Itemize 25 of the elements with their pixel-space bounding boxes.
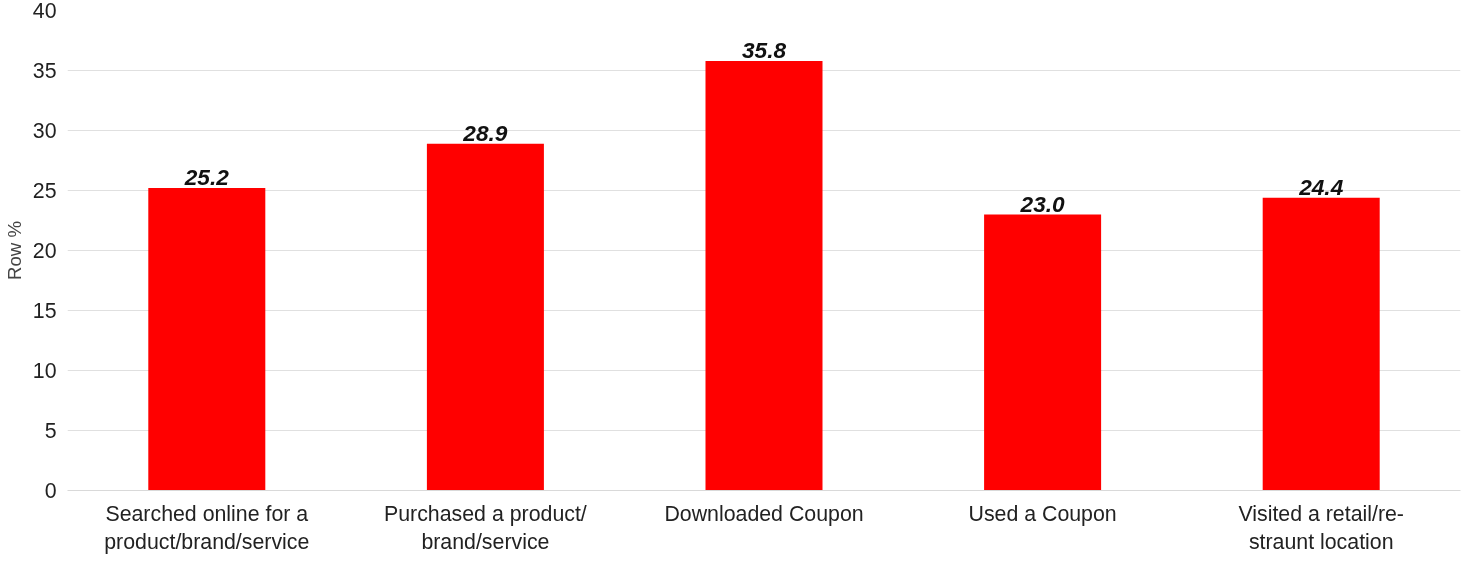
y-tick-label: 35	[32, 59, 57, 83]
x-tick-label: Searched online for a product/brand/service	[104, 501, 310, 555]
x-tick-label: Used a Coupon	[968, 501, 1117, 526]
y-tick-label: 25	[32, 179, 57, 203]
x-tick-label: Purchased a product/brand/service	[384, 501, 587, 555]
bar	[148, 188, 266, 491]
y-tick-label: 0	[44, 479, 57, 503]
x-tick-label: Downloaded Coupon	[664, 501, 864, 526]
bar	[1262, 197, 1380, 491]
bar	[426, 143, 544, 491]
data-label: 24.4	[1298, 173, 1344, 200]
bar	[705, 60, 823, 491]
y-tick-label: 40	[32, 0, 57, 23]
data-label: 28.9	[462, 119, 508, 146]
data-label: 23.0	[1019, 190, 1066, 217]
bar	[984, 214, 1102, 491]
data-label: 25.2	[183, 164, 230, 191]
data-label: 35.8	[741, 36, 787, 63]
y-tick-label: 20	[32, 239, 57, 263]
y-tick-label: 5	[44, 419, 57, 443]
y-tick-label: 10	[32, 359, 57, 383]
y-axis-title: Row %	[3, 220, 25, 281]
x-tick-label: Visited a retail/re-straunt location	[1238, 501, 1404, 555]
y-tick-label: 15	[32, 299, 57, 323]
y-tick-label: 30	[32, 119, 57, 143]
